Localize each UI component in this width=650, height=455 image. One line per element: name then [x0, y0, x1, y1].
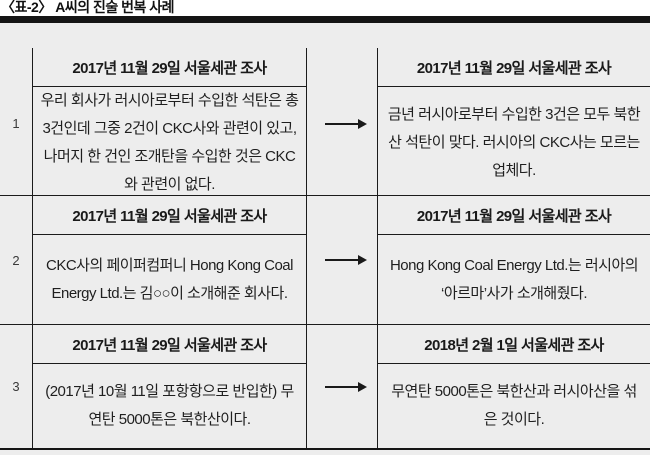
table-row: 3 2017년 11월 29일 서울세관 조사 (2017년 10월 11일 포…	[0, 325, 650, 450]
statement-body: (2017년 10월 11일 포항항으로 반입한) 무연탄 5000톤은 북한산…	[45, 383, 294, 428]
statement-after: 2017년 11월 29일 서울세관 조사 금년 러시아로부터 수입한 3건은 …	[378, 48, 650, 199]
statement-header: 2017년 11월 29일 서울세관 조사	[33, 196, 306, 235]
statement-body: 무연탄 5000톤은 북한산과 러시아산을 섞은 것이다.	[391, 383, 637, 428]
right-arrow-icon	[325, 118, 367, 129]
table-title: 〈표-2〉 A씨의 진술 번복 사례	[0, 0, 650, 16]
statement-after: 2017년 11월 29일 서울세관 조사 Hong Kong Coal Ene…	[378, 196, 650, 324]
statement-header: 2017년 11월 29일 서울세관 조사	[378, 196, 650, 235]
statement-header: 2017년 11월 29일 서울세관 조사	[378, 48, 650, 87]
statement-after: 2018년 2월 1일 서울세관 조사 무연탄 5000톤은 북한산과 러시아산…	[378, 325, 650, 448]
statement-body: CKC사의 페이퍼컴퍼니 Hong Kong Coal Energy Ltd.는…	[46, 256, 293, 302]
right-arrow-icon	[325, 255, 367, 265]
statement-header: 2018년 2월 1일 서울세관 조사	[378, 325, 650, 364]
statement-header: 2017년 11월 29일 서울세관 조사	[33, 48, 306, 87]
arrow-cell	[307, 48, 378, 199]
statement-table: 1 2017년 11월 29일 서울세관 조사 우리 회사가 러시아로부터 수입…	[0, 23, 650, 455]
table-row: 1 2017년 11월 29일 서울세관 조사 우리 회사가 러시아로부터 수입…	[0, 48, 650, 199]
row-number: 1	[0, 48, 33, 199]
title-rule	[0, 16, 650, 23]
statement-body: Hong Kong Coal Energy Ltd.는 러시아의 ‘아르마’사가…	[389, 256, 639, 302]
statement-body: 우리 회사가 러시아로부터 수입한 석탄은 총 3건인데 그중 2건이 CKC사…	[40, 92, 299, 193]
statement-before: 2017년 11월 29일 서울세관 조사 CKC사의 페이퍼컴퍼니 Hong …	[33, 196, 307, 324]
right-arrow-icon	[325, 381, 367, 392]
statement-body: 금년 러시아로부터 수입한 3건은 모두 북한산 석탄이 맞다. 러시아의 CK…	[387, 106, 641, 179]
statement-before: 2017년 11월 29일 서울세관 조사 (2017년 10월 11일 포항항…	[33, 325, 307, 448]
table-row: 2 2017년 11월 29일 서울세관 조사 CKC사의 페이퍼컴퍼니 Hon…	[0, 196, 650, 325]
arrow-cell	[307, 325, 378, 448]
statement-header: 2017년 11월 29일 서울세관 조사	[33, 325, 306, 364]
row-number: 2	[0, 196, 33, 324]
arrow-cell	[307, 196, 378, 324]
row-number: 3	[0, 325, 33, 448]
statement-before: 2017년 11월 29일 서울세관 조사 우리 회사가 러시아로부터 수입한 …	[33, 48, 307, 199]
